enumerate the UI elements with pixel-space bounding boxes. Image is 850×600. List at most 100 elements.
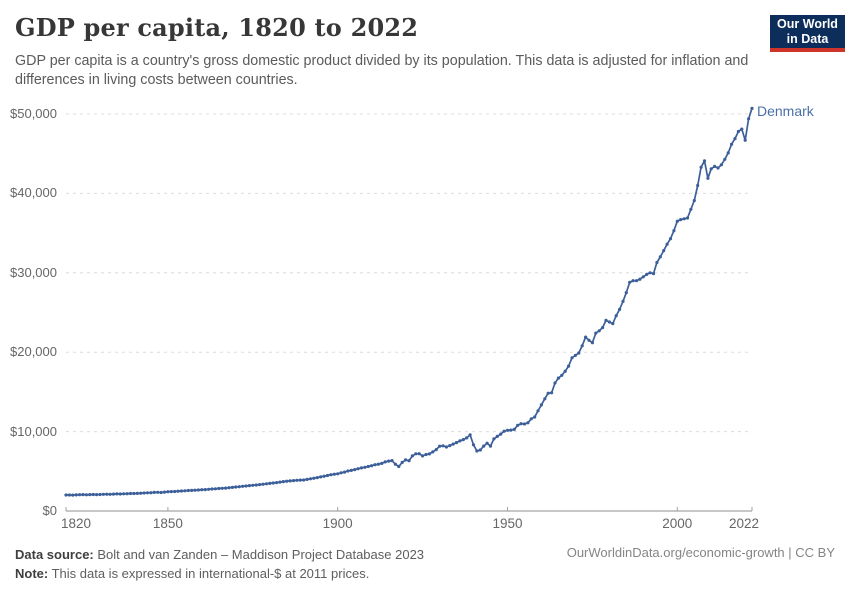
series-label-denmark: Denmark [757,103,814,119]
data-point [723,157,727,161]
data-point [217,486,221,491]
data-point [499,432,503,436]
data-point [726,151,730,155]
data-point [431,450,435,454]
data-point [186,488,190,493]
data-point [108,492,112,496]
data-point [475,449,479,453]
data-point [713,164,717,168]
x-axis-tick-label: 2022 [728,516,760,531]
data-point [675,219,679,223]
data-point [404,458,408,462]
data-point [179,489,184,493]
data-point [74,493,78,497]
data-point [655,260,659,265]
data-point [81,493,85,497]
data-point [258,483,262,487]
data-point [308,477,313,481]
data-point [743,138,747,142]
data-point [485,441,489,445]
note-text: This data is expressed in international-… [48,566,370,581]
data-point [560,373,564,377]
data-point [64,493,68,497]
data-point [631,279,635,283]
data-point [152,490,156,494]
data-point [618,307,622,311]
data-point [685,216,690,220]
owid-logo-line1: Our World [777,16,838,31]
data-point [584,335,588,339]
data-point [173,489,177,494]
footer-citation-link[interactable]: OurWorldinData.org/economic-growth | CC … [566,545,835,560]
data-point [356,467,360,471]
data-point [539,403,544,407]
data-point [370,464,374,468]
owid-logo-line2: in Data [786,31,829,46]
data-point [740,127,744,131]
data-point [563,369,567,373]
data-point [118,492,122,496]
data-point [465,436,469,440]
data-point [145,491,150,495]
x-axis-tick-label: 1900 [322,516,353,531]
data-point [692,198,696,203]
data-point [502,429,506,433]
data-point [78,493,82,497]
data-point [111,492,116,496]
data-point [349,468,353,472]
data-point [516,423,520,427]
data-point [115,492,119,496]
data-point [451,442,455,446]
data-point [122,492,126,496]
footer-note-line: Note: This data is expressed in internat… [15,564,575,583]
data-point [509,428,513,432]
data-point [359,466,364,470]
data-point [665,242,669,246]
data-point [315,476,319,480]
data-point [366,464,370,469]
data-point [132,491,136,496]
data-point [682,217,686,221]
data-point [750,106,754,110]
data-point [421,454,425,458]
data-point [400,460,404,464]
data-point [380,461,384,465]
data-point [468,433,472,437]
data-point [200,488,204,492]
data-point [536,409,540,413]
data-point [522,422,527,426]
data-point [288,479,292,483]
data-point [322,474,326,478]
data-point [387,459,391,463]
data-point [383,460,387,464]
data-point [482,444,486,448]
data-point [597,329,601,333]
data-point [441,444,445,448]
data-point [207,487,211,491]
data-point [166,490,170,494]
data-point [271,481,275,485]
data-point [312,476,316,480]
data-point [638,277,642,281]
data-point [125,492,129,496]
data-point [302,478,306,482]
y-axis-tick-label: $20,000 [10,344,57,360]
data-point [353,468,357,472]
data-point [529,417,533,421]
footer-source-line: Data source: Bolt and van Zanden – Maddi… [15,545,575,564]
data-point [169,490,173,494]
data-point [298,478,302,482]
data-point [407,459,411,463]
data-point [95,493,99,497]
data-point [281,480,285,484]
data-point [611,322,615,326]
data-point [227,486,231,490]
data-point [237,485,241,489]
data-point [624,291,628,295]
data-point [512,427,516,431]
data-point [390,459,394,463]
data-point [91,492,95,497]
data-point [478,448,482,452]
data-point [67,493,71,497]
data-point [645,272,649,276]
